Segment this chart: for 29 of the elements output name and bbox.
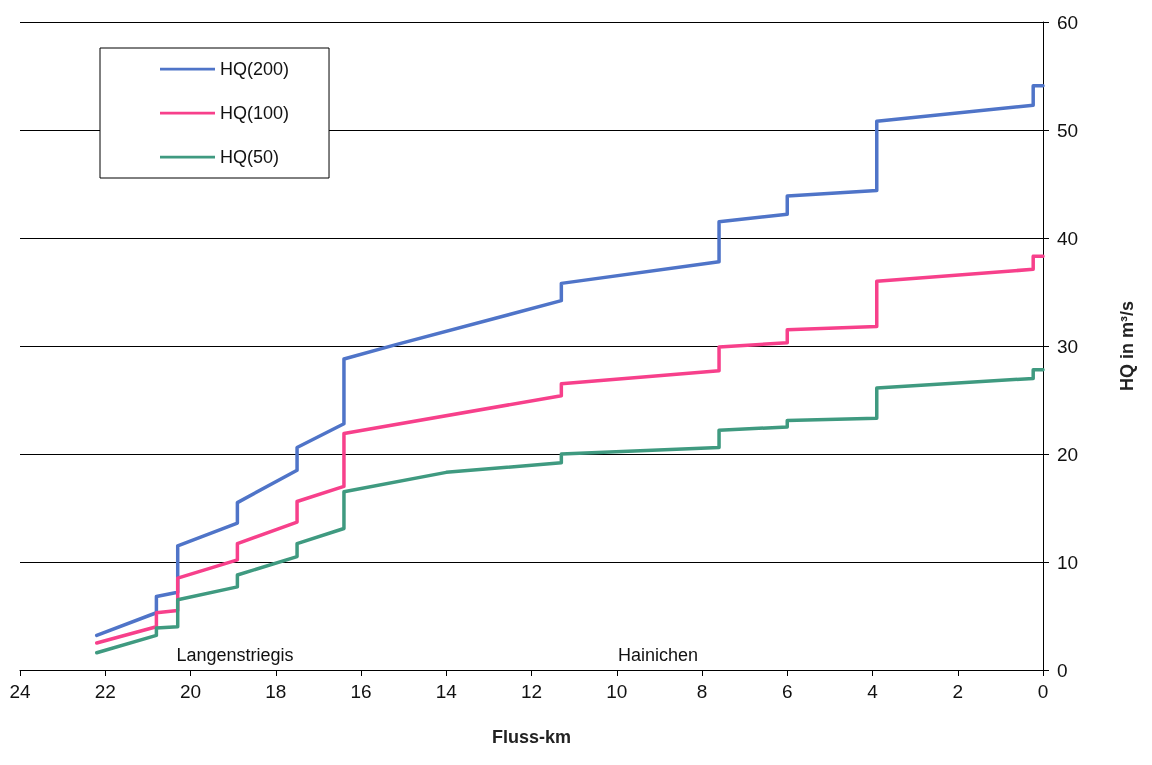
legend-label: HQ(200) <box>220 59 290 79</box>
x-tick-label: 8 <box>696 681 708 702</box>
legend-label: HQ(50) <box>220 147 280 167</box>
y-tick-label: 60 <box>1057 11 1079 33</box>
x-axis-title: Fluss-km <box>491 727 572 747</box>
y-tick-label: 50 <box>1057 119 1079 141</box>
x-tick-label: 12 <box>520 681 543 702</box>
x-tick-label: 10 <box>606 681 628 702</box>
x-tick-label: 24 <box>9 681 31 702</box>
line-series <box>94 83 1045 638</box>
x-tick-label: 6 <box>781 681 793 702</box>
x-tick-label: 16 <box>350 681 372 702</box>
y-axis-title: HQ in m³/s <box>1117 300 1137 392</box>
y-tick-label: 10 <box>1057 551 1079 573</box>
x-tick-label: 20 <box>179 681 202 702</box>
x-tick-label: 22 <box>94 681 116 702</box>
y-tick-label: 20 <box>1057 443 1079 465</box>
x-tick-label: 0 <box>1037 681 1049 702</box>
y-tick-label: 40 <box>1057 227 1079 249</box>
y-tick-label: 30 <box>1057 335 1079 357</box>
y-tick-label: 0 <box>1057 659 1068 681</box>
x-tick-label: 14 <box>435 681 458 702</box>
line-series <box>94 254 1045 645</box>
x-tick-label: 18 <box>265 681 287 702</box>
annotation: Langenstriegis <box>176 645 294 665</box>
annotation: Hainichen <box>617 645 699 665</box>
x-tick-label: 4 <box>867 681 879 702</box>
x-tick-label: 2 <box>952 681 964 702</box>
legend-label: HQ(100) <box>220 103 290 123</box>
